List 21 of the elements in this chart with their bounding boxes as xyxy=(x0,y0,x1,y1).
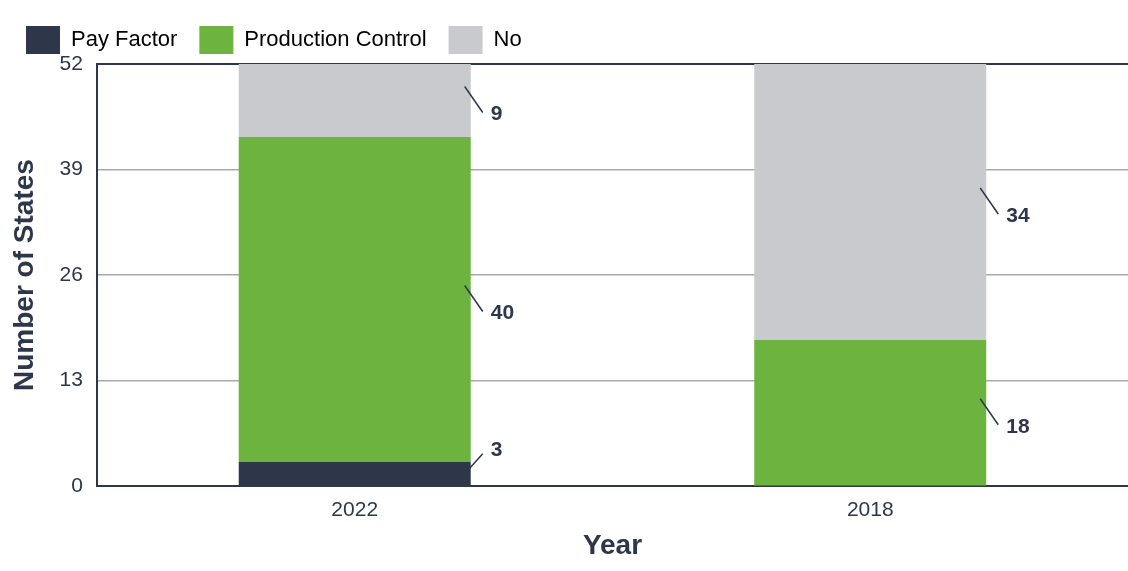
bar xyxy=(754,340,987,486)
legend-label: No xyxy=(493,26,522,52)
x-axis-title: Year xyxy=(582,528,643,560)
y-tick-label: 13 xyxy=(59,367,83,391)
data-label: 34 xyxy=(1006,202,1030,226)
x-tick-label: 2018 xyxy=(846,496,894,520)
legend-label: Production Control xyxy=(244,26,427,52)
y-axis-title: Number of States xyxy=(7,159,39,392)
data-label: 9 xyxy=(490,101,503,125)
bar xyxy=(238,137,471,462)
data-label: 3 xyxy=(490,436,503,460)
x-tick-label: 2022 xyxy=(331,496,379,520)
legend-label: Pay Factor xyxy=(71,26,178,52)
data-label: 18 xyxy=(1006,413,1030,437)
y-tick-label: 39 xyxy=(59,156,83,180)
y-tick-label: 0 xyxy=(71,473,83,496)
bar xyxy=(754,64,987,341)
bar xyxy=(238,64,471,138)
data-label: 40 xyxy=(490,300,515,324)
y-tick-label: 26 xyxy=(59,261,83,285)
y-tick-label: 52 xyxy=(59,50,83,74)
